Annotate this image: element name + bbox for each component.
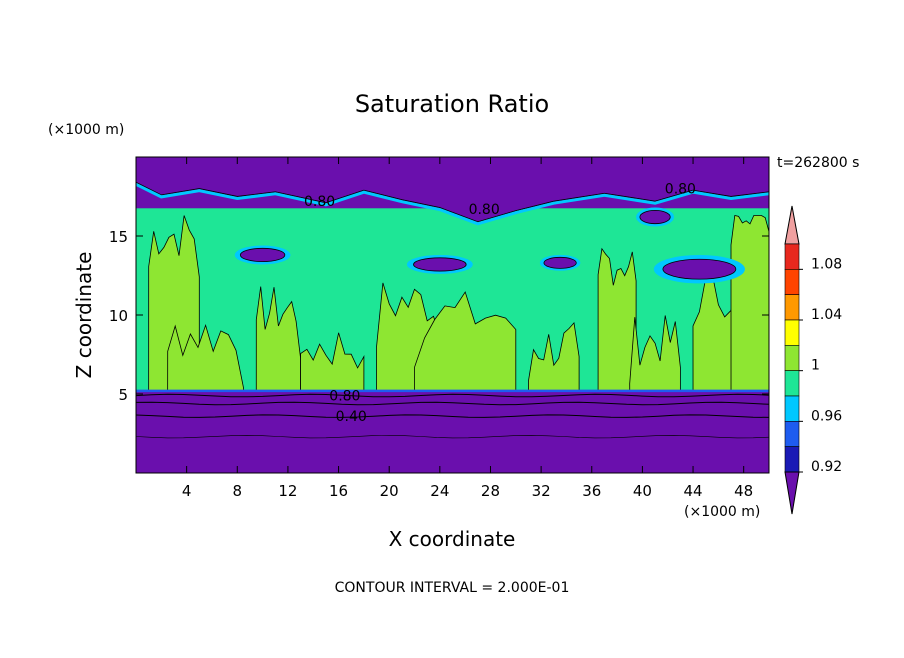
contour-line — [136, 414, 769, 418]
x-tick-label: 36 — [582, 482, 601, 500]
x-tick-label: 28 — [481, 482, 500, 500]
time-label: t=262800 s — [777, 155, 859, 171]
dry-blob — [639, 210, 671, 225]
x-tick-label: 24 — [430, 482, 449, 500]
x-axis-ticks: 4 8 12 16 20 24 28 32 36 40 44 48 — [182, 157, 753, 500]
cyan-fringe — [136, 182, 769, 226]
colorbar: 0.92 0.96 1 1.04 1.08 — [784, 205, 842, 515]
colorbar-bin — [784, 243, 800, 270]
colorbar-bin — [784, 421, 800, 447]
dry-blob — [543, 256, 577, 269]
colorbar-top-arrow — [784, 205, 800, 245]
supersaturated-patch — [730, 215, 769, 392]
contour-label: 0.80 — [304, 194, 335, 210]
colorbar-tick-label: 1.04 — [811, 307, 842, 323]
contour-line — [136, 393, 769, 398]
dry-blob — [413, 257, 467, 272]
supersaturated-patch — [255, 286, 302, 392]
upper-dry-layer — [136, 157, 769, 223]
x-tick-label: 48 — [734, 482, 753, 500]
contour-labels: 0.80 0.80 0.80 0.80 0.40 — [304, 182, 696, 426]
colorbar-tick-label: 1.08 — [811, 256, 842, 272]
dry-blob — [662, 258, 737, 280]
x-tick-label: 4 — [182, 482, 192, 500]
x-tick-label: 32 — [532, 482, 551, 500]
supersaturated-patch — [528, 321, 580, 392]
chart-title: Saturation Ratio — [355, 90, 549, 118]
x-tick-label: 8 — [233, 482, 243, 500]
y-axis-ticks: 5 10 15 — [109, 228, 769, 404]
x-tick-label: 16 — [329, 482, 348, 500]
colorbar-bin — [784, 345, 800, 371]
x-unit-label: (×1000 m) — [684, 504, 760, 520]
colorbar-bin — [784, 319, 800, 346]
supersaturated-patch — [597, 247, 637, 392]
contour-interval-footer: CONTOUR INTERVAL = 2.000E-01 — [335, 580, 570, 596]
y-tick-label: 10 — [109, 307, 128, 325]
contour-line — [136, 401, 769, 406]
colorbar-bin — [784, 446, 800, 473]
colorbar-bin — [784, 294, 800, 321]
contour-label: 0.80 — [665, 182, 696, 198]
colorbar-bottom-arrow — [784, 471, 800, 515]
supersaturated-patch — [629, 315, 681, 392]
y-axis-label: Z coordinate — [72, 252, 96, 379]
colorbar-bin — [784, 395, 800, 422]
dry-blob — [239, 247, 286, 262]
colorbar-bin — [784, 269, 800, 295]
colorbar-bin — [784, 370, 800, 397]
x-tick-label: 12 — [278, 482, 297, 500]
contour-line — [136, 435, 769, 439]
y-tick-label: 15 — [109, 228, 128, 246]
colorbar-tick-label: 0.96 — [811, 408, 842, 424]
colorbar-tick-label: 1 — [811, 358, 820, 374]
contour-label: 0.80 — [329, 389, 360, 405]
supersaturated-patch — [414, 291, 517, 392]
supersaturated-patch — [300, 332, 365, 392]
contour-label: 0.80 — [469, 202, 500, 218]
contour-field — [136, 157, 769, 473]
x-tick-label: 20 — [380, 482, 399, 500]
x-axis-label: X coordinate — [389, 527, 516, 551]
y-tick-label: 5 — [118, 386, 128, 404]
x-tick-label: 40 — [633, 482, 652, 500]
colorbar-tick-label: 0.92 — [811, 459, 842, 475]
y-unit-label: (×1000 m) — [48, 122, 124, 138]
x-tick-label: 44 — [683, 482, 702, 500]
supersaturated-patch — [167, 323, 245, 392]
contour-label: 0.40 — [336, 409, 367, 425]
